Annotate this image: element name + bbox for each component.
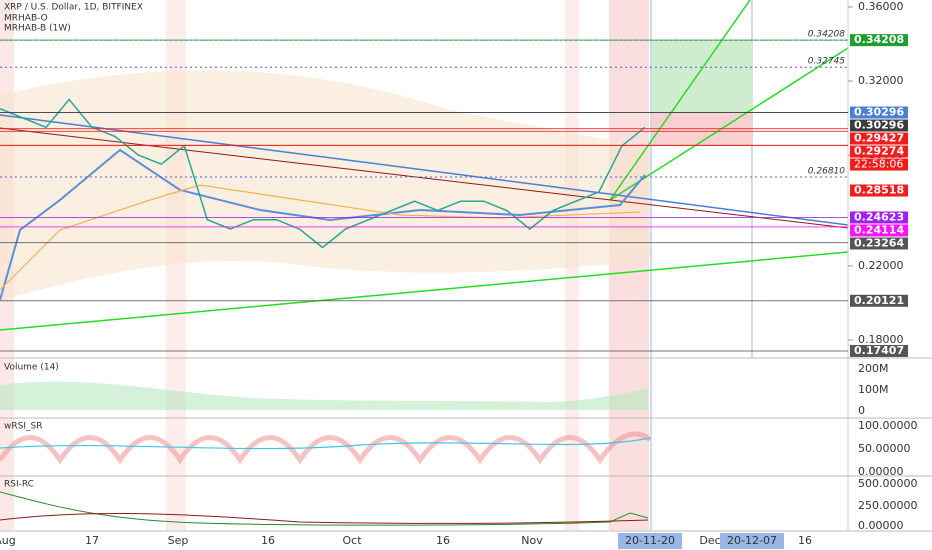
time-label: Nov — [521, 534, 543, 547]
level-label: 0.32745 — [808, 57, 845, 67]
pane-tick-label: 0.00000 — [858, 465, 904, 478]
pane-title: RSI-RC — [4, 480, 34, 490]
price-tag-label: 0.29274 — [854, 145, 904, 158]
band — [609, 0, 649, 530]
pane-tick-label: 100M — [858, 383, 889, 396]
trend-line — [609, 47, 849, 201]
price-tick-label: 0.32000 — [858, 74, 904, 87]
price-tag-label: 0.28518 — [854, 184, 904, 197]
pane-tick-label: 100.00000 — [858, 419, 918, 432]
rsirc-line — [0, 491, 649, 526]
time-label: Oct — [342, 534, 362, 547]
trend-line — [609, 0, 751, 201]
trend-line — [0, 127, 849, 229]
price-tag — [850, 119, 908, 132]
time-label: Sep — [168, 534, 189, 547]
indicator-name: MRHAB-O — [4, 14, 48, 24]
countdown: 22:58:06 — [854, 158, 903, 171]
trend-line — [0, 251, 849, 331]
pane-tick-label: 250.00000 — [858, 499, 918, 512]
time-label: Aug — [0, 534, 16, 547]
pane-tick-label: 50.00000 — [858, 442, 911, 455]
price-tag-label: 0.17407 — [854, 344, 904, 357]
trend-line — [0, 114, 849, 226]
price-tag-label: 0.34208 — [854, 33, 904, 46]
chart-title: XRP / U.S. Dollar, 1D, BITFINEX — [4, 3, 143, 13]
price-tick-label: 0.22000 — [858, 259, 904, 272]
price-tag — [850, 224, 908, 237]
indicator-name: MRHAB-B (1W) — [4, 24, 71, 34]
countdown-tag — [850, 158, 908, 171]
time-highlight — [720, 533, 784, 549]
time-label: 16 — [261, 534, 275, 547]
time-label: Dec — [699, 534, 720, 547]
price-tag — [850, 34, 908, 47]
wrsi-wave — [0, 431, 652, 465]
price-tick-label: 0.36000 — [858, 0, 904, 13]
price-tag-label: 0.29427 — [854, 132, 904, 145]
price-tag-label: 0.24114 — [854, 223, 904, 236]
price-tag-label: 0.24623 — [854, 210, 904, 223]
price-tag — [850, 145, 908, 158]
time-highlight-label: 20-11-20 — [625, 534, 675, 547]
pane-tick-label: 500.00000 — [858, 477, 918, 490]
pane-tick-label: 0.00000 — [858, 519, 904, 532]
price-tag — [850, 106, 908, 119]
indicator-line — [0, 148, 646, 301]
pane-title: Volume (14) — [4, 363, 59, 373]
time-highlight-label: 20-12-07 — [727, 534, 777, 547]
price-tag-label: 0.30296 — [854, 106, 904, 119]
price-tag-label: 0.20121 — [854, 294, 904, 307]
price-tag-label: 0.23264 — [854, 236, 904, 249]
price-tag-label: 0.30296 — [854, 119, 904, 132]
time-highlight — [618, 533, 682, 549]
level-label: 0.26810 — [808, 167, 845, 177]
price-line — [0, 98, 646, 249]
time-label: 16 — [436, 534, 450, 547]
pane-title: wRSI_SR — [4, 422, 42, 432]
volume-area — [0, 381, 648, 410]
pane-tick-label: 200M — [858, 362, 889, 375]
price-tag — [850, 132, 908, 145]
price-tag — [850, 294, 908, 307]
level-label: 0.34208 — [808, 30, 845, 40]
rsirc-line — [0, 513, 649, 524]
pane-tick-label: 0 — [858, 404, 865, 417]
price-tag — [850, 184, 908, 197]
time-label: 17 — [85, 534, 99, 547]
price-tick-label: 0.18000 — [858, 333, 904, 346]
price-tag — [850, 237, 908, 250]
price-tag — [850, 211, 908, 224]
time-label: 16 — [798, 534, 812, 547]
target-zone — [652, 40, 753, 112]
wrsi-line — [0, 437, 651, 450]
price-tag — [850, 344, 908, 357]
